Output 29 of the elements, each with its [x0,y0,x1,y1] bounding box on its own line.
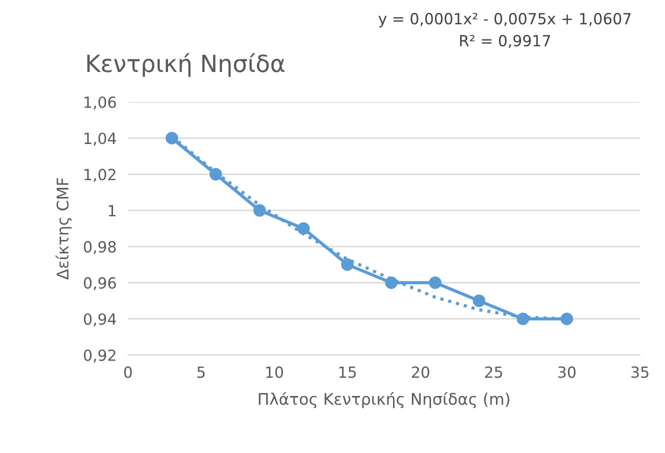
y-tick-label: 1 [108,205,116,216]
y-tick-label: 0,98 [84,241,116,254]
x-tick-label: 0 [124,366,132,378]
chart-title: Κεντρική Νησίδα [87,53,284,77]
point [253,204,266,217]
y-tick-label: 0,92 [84,349,116,363]
point [472,294,486,308]
x-tick-label: 25 [485,366,502,378]
y-tick-label: 1,02 [84,168,116,182]
x-tick-label: 5 [197,366,205,378]
y-tick-label: 0,94 [84,313,116,326]
point [428,276,442,289]
point [560,312,574,326]
y-tick-label: 1,04 [84,132,116,146]
point [166,132,178,144]
x-tick-label: 15 [339,366,356,378]
point [341,258,354,271]
x-tick-label: 35 [631,366,648,378]
y-tick-label: 0,96 [84,277,116,290]
x-tick-label: 20 [412,366,430,378]
point [210,168,222,181]
x-tick-label: 10 [266,366,283,378]
point [297,222,310,235]
y-axis-title: Δείκτης CMF [56,178,72,280]
text: R² = 0,9917 [460,34,550,48]
y-tick-label: 1,06 [84,96,116,110]
x-axis-title: Πλάτος Κεντρικής Νησίδας (m) [258,392,510,408]
x-tick-label: 30 [558,366,576,378]
text: y = 0,0001x² - 0,0075x + 1,0607 [378,12,631,28]
